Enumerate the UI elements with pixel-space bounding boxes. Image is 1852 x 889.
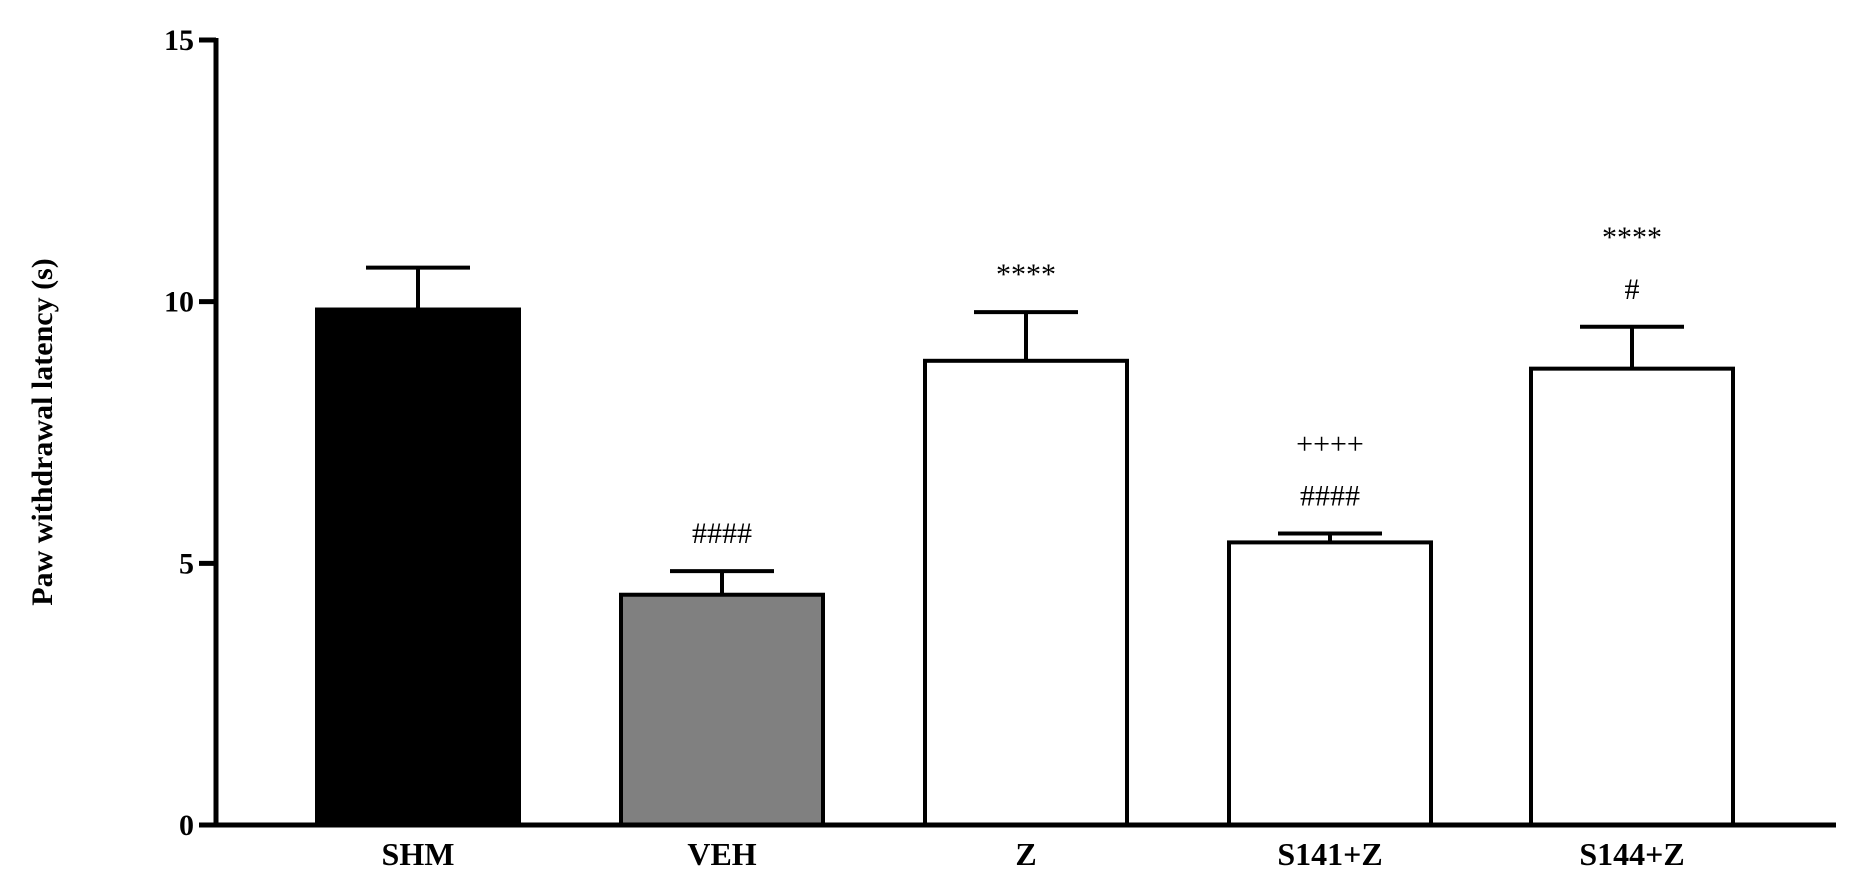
category-label: VEH xyxy=(687,836,756,872)
plot-area: SHM #### VEH **** Z #### ++++ S141+Z # **** S144+Z… xyxy=(164,24,1836,872)
significance-marker: #### xyxy=(692,517,752,550)
significance-marker: #### xyxy=(1300,480,1360,513)
y-axis-label: Paw withdrawal latency (s) xyxy=(26,258,59,605)
category-label: S141+Z xyxy=(1277,836,1382,872)
bar-s141-z xyxy=(1227,540,1433,828)
significance-marker: **** xyxy=(1602,221,1662,254)
bar-shm xyxy=(315,307,521,827)
y-tick-label: 15 xyxy=(164,24,194,57)
y-tick-label: 0 xyxy=(179,809,194,842)
category-label: SHM xyxy=(382,836,455,872)
category-label: Z xyxy=(1015,836,1036,872)
y-tick-label: 5 xyxy=(179,547,194,580)
bar-veh xyxy=(619,592,825,827)
category-label: S144+Z xyxy=(1579,836,1684,872)
significance-marker: ++++ xyxy=(1296,428,1364,461)
significance-marker: **** xyxy=(996,258,1056,291)
bar-s144-z xyxy=(1529,366,1735,827)
bar-z xyxy=(923,358,1129,827)
y-tick-label: 10 xyxy=(164,286,194,319)
significance-marker: # xyxy=(1625,273,1640,306)
